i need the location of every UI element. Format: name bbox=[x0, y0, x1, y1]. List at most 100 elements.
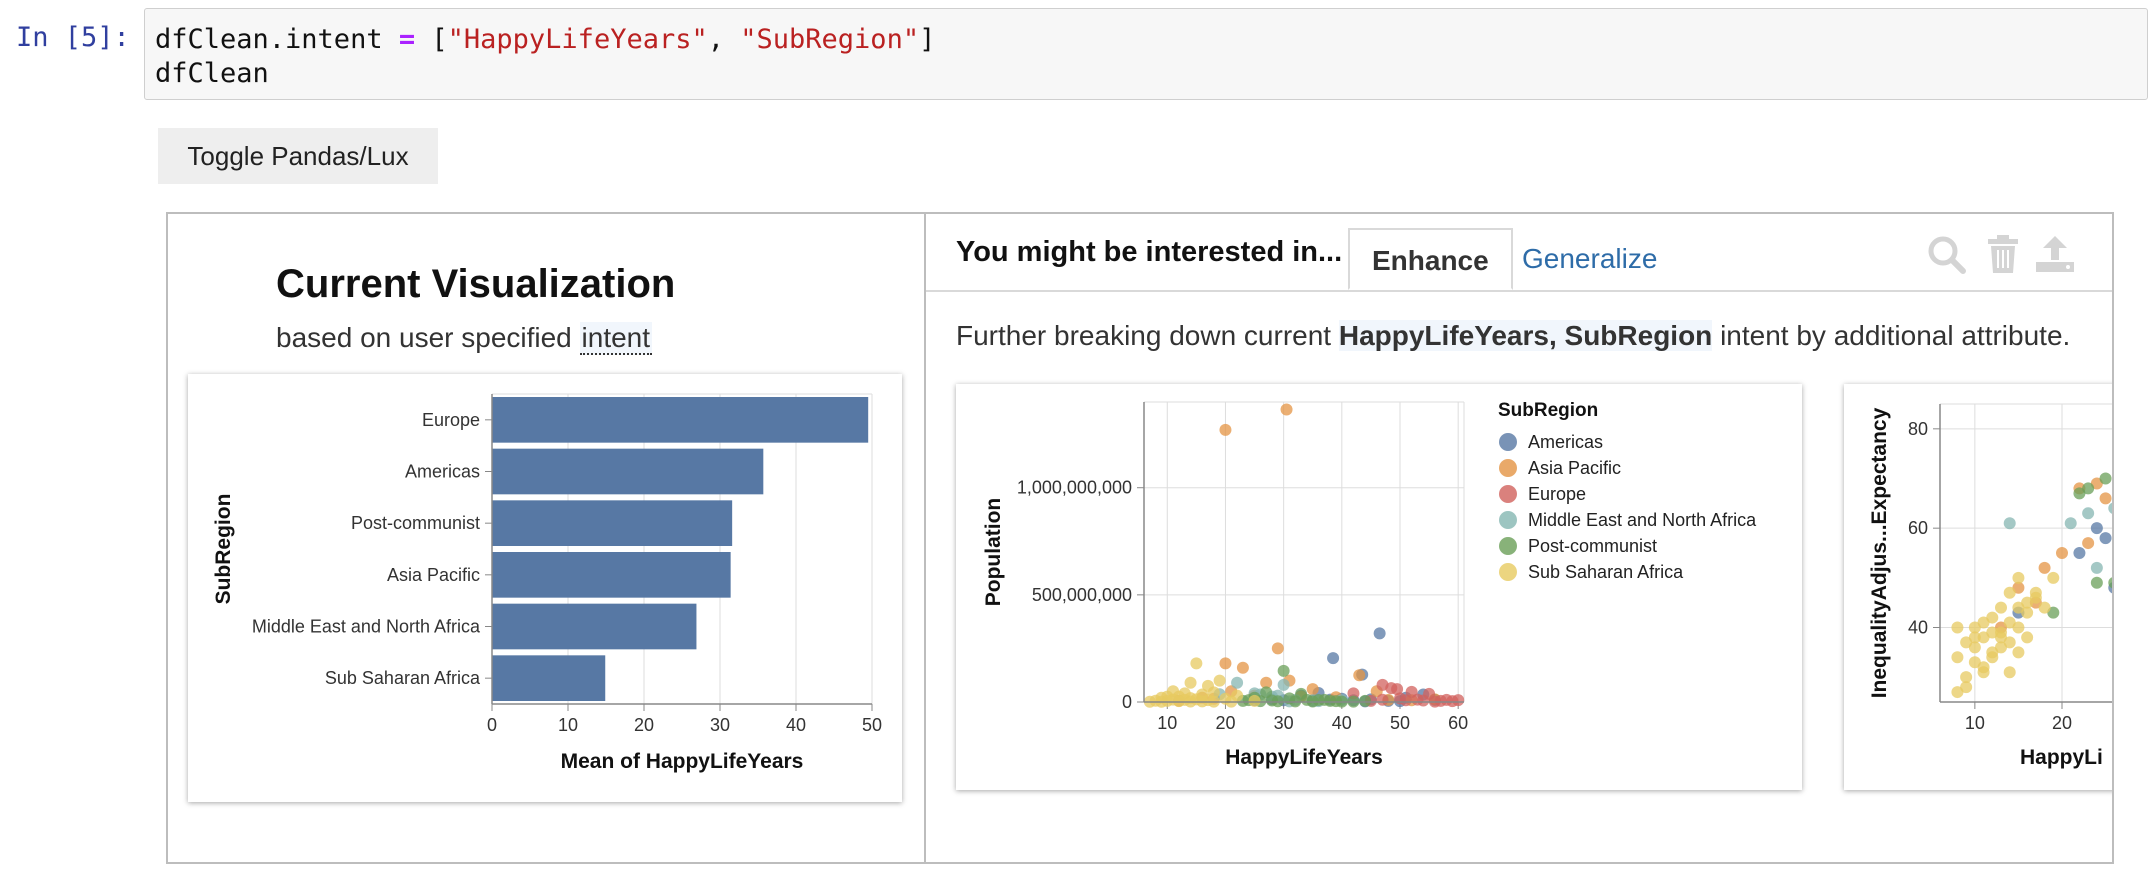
data-point bbox=[1184, 676, 1197, 689]
current-vis-title: Current Visualization bbox=[276, 262, 676, 306]
bar bbox=[492, 552, 731, 598]
y-axis-label: InequalityAdjus...Expectancy bbox=[1868, 407, 1891, 698]
search-icon[interactable] bbox=[1926, 234, 1966, 274]
data-point bbox=[1951, 686, 1964, 699]
code-token: dfClean.intent bbox=[155, 24, 383, 55]
trash-icon[interactable] bbox=[1986, 234, 2020, 274]
bar bbox=[492, 397, 869, 443]
current-vis-pane: Current Visualization based on user spec… bbox=[168, 214, 926, 862]
scatter-chart-inequality: 102030406080HappyLiInequalityAdjus...Exp… bbox=[1868, 403, 2112, 769]
data-point bbox=[2012, 581, 2025, 594]
bar bbox=[492, 448, 764, 495]
data-point bbox=[1260, 676, 1273, 689]
data-point bbox=[1277, 664, 1290, 677]
current-vis-card[interactable]: 0 10 20 30 40 50 Europe Americas Post-communist A… bbox=[188, 374, 902, 802]
data-point bbox=[1986, 651, 1999, 664]
data-point bbox=[2012, 621, 2025, 634]
rec-vis-card-2[interactable]: 102030406080HappyLiInequalityAdjus...Exp… bbox=[1844, 384, 2112, 790]
data-point bbox=[2064, 517, 2077, 530]
data-point bbox=[1353, 669, 1366, 682]
data-point bbox=[1213, 674, 1226, 687]
data-point bbox=[1219, 423, 1232, 436]
data-point bbox=[1219, 657, 1232, 670]
export-icon[interactable] bbox=[2034, 234, 2076, 274]
data-point bbox=[2038, 561, 2051, 574]
data-point bbox=[1960, 671, 1973, 684]
data-point bbox=[2003, 666, 2016, 679]
bar bbox=[492, 603, 697, 650]
data-point bbox=[2082, 482, 2095, 495]
code-token: [ bbox=[431, 24, 448, 55]
legend-swatch bbox=[1499, 563, 1517, 581]
lux-widget: Current Visualization based on user spec… bbox=[166, 212, 2114, 864]
data-point bbox=[2108, 577, 2112, 589]
data-point bbox=[1306, 683, 1319, 696]
subtitle-text: based on user specified bbox=[276, 322, 572, 353]
y-tick-label: 80 bbox=[1908, 419, 1928, 439]
legend-label: Post-communist bbox=[1528, 536, 1657, 556]
data-point bbox=[2099, 492, 2112, 505]
scatter-chart-population: 10 20 30 40 50 60 0 500,000,000 1,000,000,000 Hap… bbox=[982, 400, 1757, 769]
data-point bbox=[2003, 636, 2016, 649]
data-point bbox=[2003, 517, 2016, 530]
current-vis-subtitle: based on user specified intent bbox=[276, 322, 653, 355]
data-point bbox=[2021, 596, 2034, 609]
data-point bbox=[1960, 681, 1973, 694]
data-point bbox=[2038, 601, 2051, 614]
data-point bbox=[1280, 403, 1293, 416]
data-point bbox=[2056, 547, 2068, 559]
tab-generalize[interactable]: Generalize bbox=[1522, 243, 1658, 274]
data-point bbox=[1446, 695, 1459, 708]
desc-intent-highlight: HappyLifeYears, SubRegion bbox=[1338, 320, 1713, 351]
x-axis-label: HappyLifeYears bbox=[1225, 746, 1383, 769]
tab-enhance[interactable]: Enhance bbox=[1348, 228, 1513, 290]
cell-prompt: In [5]: bbox=[16, 22, 130, 53]
x-tick-label: 10 bbox=[1965, 713, 1985, 733]
data-point bbox=[2021, 631, 2034, 644]
desc-text: Further breaking down current bbox=[956, 320, 1332, 351]
intent-link[interactable]: intent bbox=[579, 322, 653, 355]
y-axis-label: Population bbox=[982, 498, 1005, 607]
data-point bbox=[1327, 652, 1340, 665]
data-point bbox=[1248, 694, 1261, 707]
y-tick-label: 0 bbox=[1122, 692, 1132, 712]
data-point bbox=[1960, 636, 1973, 649]
y-tick-label: Post-communist bbox=[351, 513, 480, 533]
data-point bbox=[1995, 626, 2007, 639]
x-tick-label: 20 bbox=[2052, 713, 2072, 733]
data-point bbox=[1977, 666, 1990, 679]
legend-label: Sub Saharan Africa bbox=[1528, 562, 1684, 582]
data-point bbox=[1968, 631, 1981, 644]
x-tick-label: 30 bbox=[710, 715, 730, 735]
data-point bbox=[2099, 472, 2112, 485]
data-point bbox=[1995, 601, 2007, 614]
data-point bbox=[2090, 522, 2103, 535]
legend-swatch bbox=[1499, 511, 1517, 529]
data-point bbox=[2073, 487, 2086, 500]
code-editor[interactable]: dfClean.intent = ["HappyLifeYears", "Sub… bbox=[144, 8, 2148, 100]
y-tick-label: Americas bbox=[405, 462, 480, 482]
data-point bbox=[1995, 641, 2007, 654]
legend-title: SubRegion bbox=[1498, 400, 1598, 421]
x-tick-label: 20 bbox=[1215, 713, 1235, 733]
x-tick-label: 60 bbox=[1448, 713, 1468, 733]
x-axis-label: HappyLi bbox=[2020, 746, 2103, 769]
rec-vis-card-1[interactable]: 10 20 30 40 50 60 0 500,000,000 1,000,000,000 Hap… bbox=[956, 384, 1802, 790]
desc-text: intent by additional attribute. bbox=[1720, 320, 2071, 351]
legend-swatch bbox=[1499, 433, 1517, 451]
data-point bbox=[1277, 678, 1290, 691]
code-token: , bbox=[707, 24, 724, 55]
data-point bbox=[1190, 657, 1203, 670]
rec-tab-bar: You might be interested in... Enhance Ge… bbox=[926, 214, 2112, 292]
x-tick-label: 50 bbox=[1390, 713, 1410, 733]
data-point bbox=[1986, 611, 1999, 624]
legend-label: Americas bbox=[1528, 432, 1603, 452]
x-tick-label: 0 bbox=[487, 715, 497, 735]
data-point bbox=[1172, 695, 1185, 708]
data-point bbox=[1359, 694, 1372, 707]
toggle-pandas-lux-button[interactable]: Toggle Pandas/Lux bbox=[158, 128, 438, 184]
data-point bbox=[1951, 651, 1964, 664]
data-point bbox=[2108, 502, 2112, 514]
code-string: "SubRegion" bbox=[740, 24, 920, 55]
recommendations-pane: You might be interested in... Enhance Ge… bbox=[926, 214, 2112, 862]
